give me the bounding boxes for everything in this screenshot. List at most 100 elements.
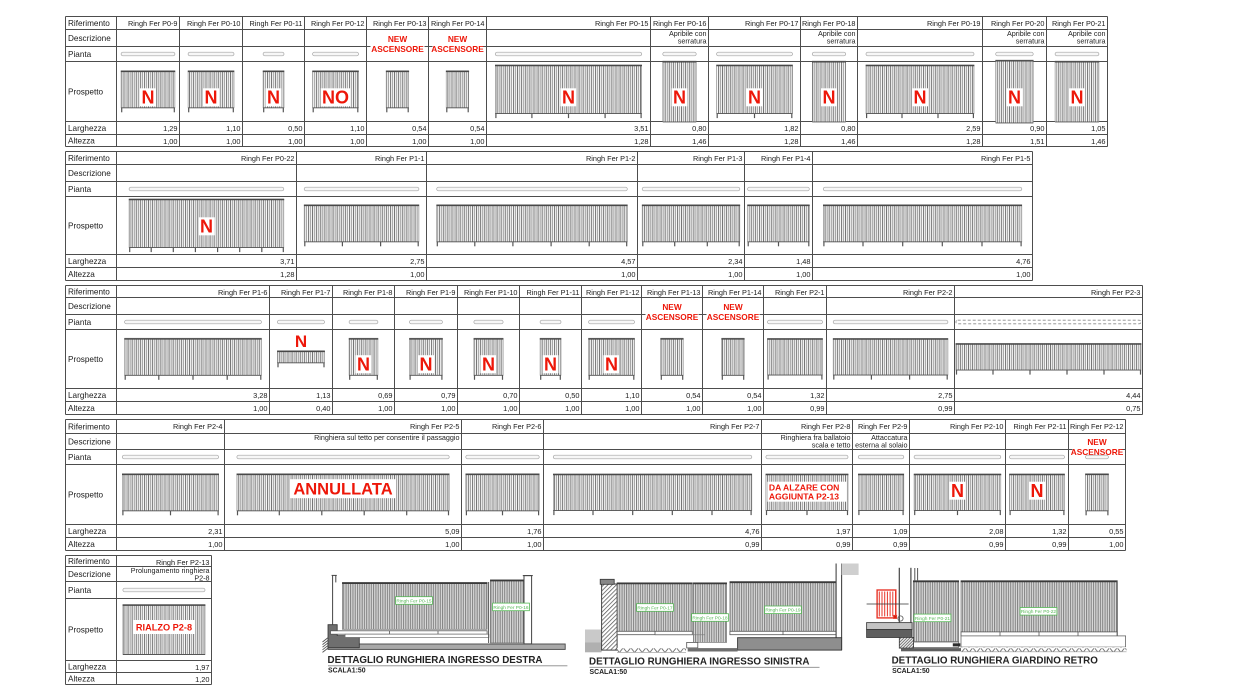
svg-text:Ringh Fer P1-8: Ringh Fer P1-8 [343,288,392,297]
svg-text:N: N [1071,88,1084,108]
svg-text:Apribile con: Apribile con [1007,29,1045,38]
svg-text:2,31: 2,31 [208,527,222,536]
svg-text:Ringh Fer P2-12: Ringh Fer P2-12 [1070,422,1124,431]
svg-text:1,32: 1,32 [810,391,824,400]
svg-text:0,99: 0,99 [989,540,1003,549]
svg-text:2,34: 2,34 [728,257,742,266]
svg-text:1,00: 1,00 [288,137,302,146]
svg-text:0,90: 0,90 [1030,124,1044,133]
svg-text:Descrizione: Descrizione [68,34,111,43]
svg-text:Riferimento: Riferimento [68,19,110,28]
svg-text:N: N [1008,88,1021,108]
svg-text:4,76: 4,76 [1016,257,1030,266]
svg-text:Ringhiera fra ballatoio: Ringhiera fra ballatoio [781,433,851,442]
svg-text:Prospetto: Prospetto [68,355,103,364]
svg-text:Ringh Fer P0-18: Ringh Fer P0-18 [802,19,856,28]
svg-text:Ringh Fer P2-3: Ringh Fer P2-3 [1091,288,1140,297]
svg-text:1,48: 1,48 [796,257,810,266]
svg-text:1,05: 1,05 [1091,124,1105,133]
svg-text:3,71: 3,71 [280,257,294,266]
svg-text:1,76: 1,76 [527,527,541,536]
svg-text:2,75: 2,75 [938,391,952,400]
svg-text:Prospetto: Prospetto [68,491,103,500]
svg-text:1,00: 1,00 [503,404,517,413]
svg-text:1,28: 1,28 [280,270,294,279]
svg-text:3,51: 3,51 [634,124,648,133]
svg-text:1,00: 1,00 [796,270,810,279]
svg-text:NEW: NEW [1087,437,1107,447]
svg-text:Larghezza: Larghezza [68,391,107,400]
svg-text:DETTAGLIO RUNGHIERA GIARDINO R: DETTAGLIO RUNGHIERA GIARDINO RETRO [892,656,1099,667]
svg-text:Ringh Fer P2-2: Ringh Fer P2-2 [903,288,952,297]
svg-text:Prospetto: Prospetto [68,222,103,231]
svg-text:N: N [1031,481,1044,501]
svg-text:N: N [605,355,618,375]
svg-text:Altezza: Altezza [68,540,95,549]
svg-text:0,80: 0,80 [841,124,855,133]
svg-text:Ringh Fer P0-19: Ringh Fer P0-19 [927,19,981,28]
svg-text:ASCENSORE: ASCENSORE [1071,447,1124,457]
svg-text:Ringh Fer P2-13: Ringh Fer P2-13 [156,558,210,567]
svg-text:Riferimento: Riferimento [68,288,110,297]
svg-text:0,99: 0,99 [1052,540,1066,549]
svg-text:Ringh Fer P1-9: Ringh Fer P1-9 [406,288,455,297]
svg-text:DETTAGLIO RUNGHIERA INGRESSO S: DETTAGLIO RUNGHIERA INGRESSO SINISTRA [589,657,809,668]
svg-text:1,10: 1,10 [226,124,240,133]
svg-text:Ringh Fer P0-13: Ringh Fer P0-13 [373,19,427,28]
svg-text:Ringh Fer P0-22: Ringh Fer P0-22 [1021,609,1057,615]
svg-text:Ringh Fer P1-7: Ringh Fer P1-7 [281,288,330,297]
svg-text:Prospetto: Prospetto [68,88,103,97]
svg-text:Pianta: Pianta [68,50,92,59]
svg-text:1,00: 1,00 [412,137,426,146]
svg-text:0,70: 0,70 [503,391,517,400]
svg-text:Ringh Fer P1-12: Ringh Fer P1-12 [586,288,640,297]
svg-text:SCALA1:50: SCALA1:50 [892,668,930,675]
svg-text:ASCENSORE: ASCENSORE [707,312,760,322]
svg-text:0,79: 0,79 [441,391,455,400]
svg-text:1,46: 1,46 [692,137,706,146]
svg-text:0,99: 0,99 [938,404,952,413]
svg-text:0,99: 0,99 [893,540,907,549]
svg-text:Ringh Fer P1-13: Ringh Fer P1-13 [647,288,701,297]
svg-text:Ringh Fer P0-18: Ringh Fer P0-18 [692,615,728,621]
svg-text:2,59: 2,59 [966,124,980,133]
svg-text:1,00: 1,00 [163,137,177,146]
svg-text:ASCENSORE: ASCENSORE [646,312,699,322]
svg-text:1,28: 1,28 [784,137,798,146]
svg-text:AGGIUNTA P2-13: AGGIUNTA P2-13 [769,492,839,502]
svg-text:1,09: 1,09 [893,527,907,536]
svg-text:Ringh Fer P0-9: Ringh Fer P0-9 [128,19,177,28]
svg-text:1,00: 1,00 [621,270,635,279]
svg-text:Ringh Fer P0-17: Ringh Fer P0-17 [745,19,799,28]
svg-text:0,54: 0,54 [470,124,484,133]
svg-text:NEW: NEW [662,302,682,312]
svg-text:Ringh Fer P0-20: Ringh Fer P0-20 [991,19,1045,28]
svg-text:Altezza: Altezza [68,675,95,684]
svg-text:4,44: 4,44 [1126,391,1140,400]
svg-text:1,10: 1,10 [350,124,364,133]
svg-text:ANNULLATA: ANNULLATA [293,481,392,499]
svg-text:esterna al solaio: esterna al solaio [855,440,907,449]
svg-text:Ringh Fer P2-6: Ringh Fer P2-6 [492,422,541,431]
svg-text:1,97: 1,97 [836,527,850,536]
svg-text:Ringh Fer P0-21: Ringh Fer P0-21 [915,616,951,622]
svg-text:N: N [914,88,927,108]
svg-text:N: N [200,217,213,237]
svg-text:Ringh Fer P0-12: Ringh Fer P0-12 [311,19,365,28]
svg-text:N: N [205,88,218,108]
svg-text:ASCENSORE: ASCENSORE [431,44,484,54]
svg-text:Apribile con: Apribile con [818,29,856,38]
svg-text:2,08: 2,08 [989,527,1003,536]
svg-text:Larghezza: Larghezza [68,257,107,266]
svg-text:1,00: 1,00 [378,404,392,413]
svg-text:1,00: 1,00 [253,404,267,413]
svg-text:N: N [420,355,433,375]
svg-text:1,00: 1,00 [527,540,541,549]
svg-text:Larghezza: Larghezza [68,124,107,133]
svg-text:NO: NO [322,88,349,108]
svg-text:1,10: 1,10 [625,391,639,400]
svg-text:0,55: 0,55 [1109,527,1123,536]
svg-text:Ringh Fer P0-19: Ringh Fer P0-19 [765,608,801,614]
svg-text:Ringh Fer P0-16: Ringh Fer P0-16 [653,19,707,28]
svg-text:1,00: 1,00 [441,404,455,413]
